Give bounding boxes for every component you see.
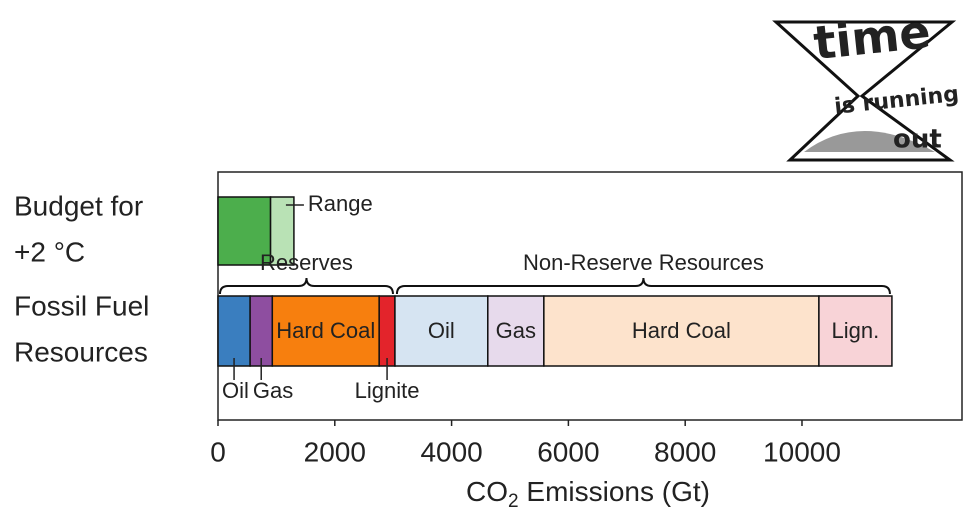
logo-running: is running (833, 82, 960, 120)
x-label-sub: 2 (508, 491, 519, 512)
bar-segment (378, 295, 396, 367)
segment-label-box: Hard Coal (631, 318, 731, 343)
x-axis-label: CO2 Emissions (Gt) (466, 476, 710, 512)
segment-label: Oil (427, 318, 455, 343)
segment-label: Hard Coal (631, 318, 731, 343)
bar-segment (217, 196, 272, 266)
group-label: Reserves (260, 250, 353, 275)
bar-segment (271, 295, 380, 367)
group-brace (219, 277, 394, 295)
hourglass (772, 20, 957, 162)
logo-out: out (893, 125, 942, 155)
segment-label: Lignite (355, 378, 420, 403)
bar-segment (543, 295, 820, 367)
segment-label: Gas (253, 378, 293, 403)
logo: time is running out (772, 4, 960, 162)
segment-label-box: Hard Coal (276, 318, 376, 343)
x-tick-label: 8000 (654, 436, 716, 467)
segment-label-box: Lign. (831, 318, 880, 343)
x-label-part: Emissions (Gt) (519, 476, 710, 507)
segment-label: Oil (222, 378, 249, 403)
y-label: Budget for (14, 190, 143, 221)
segment-label: Gas (495, 318, 536, 343)
logo-time: time (811, 4, 933, 70)
segment-label-box: Oil (427, 318, 455, 343)
segment-label: Range (308, 191, 373, 216)
bar-segment (217, 295, 251, 367)
x-tick-label: 2000 (304, 436, 366, 467)
segment-label-box: Gas (495, 318, 536, 343)
x-tick-label: 6000 (537, 436, 599, 467)
x-label-part: CO (466, 476, 508, 507)
group-label: Non-Reserve Resources (523, 250, 764, 275)
bar-segment (818, 295, 893, 367)
x-tick-label: 4000 (420, 436, 482, 467)
y-label: +2 °C (14, 236, 85, 267)
sand (804, 131, 935, 152)
bar-segment (249, 295, 274, 367)
segment-label: Lign. (831, 318, 880, 343)
y-label: Fossil Fuel (14, 290, 149, 321)
bar-segment (487, 295, 545, 367)
segment-label: Hard Coal (276, 318, 376, 343)
x-tick-label: 0 (210, 436, 226, 467)
group-brace (395, 277, 891, 295)
y-label: Resources (14, 336, 148, 367)
x-tick-label: 10000 (763, 436, 841, 467)
bar-segment (269, 196, 295, 266)
